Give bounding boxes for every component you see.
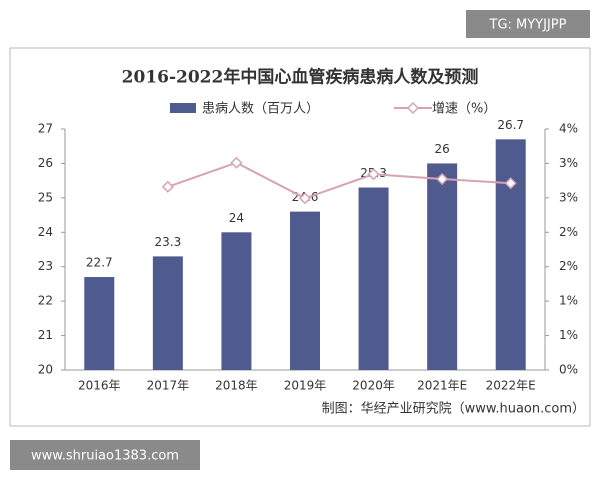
value-label: 26.7 bbox=[497, 118, 524, 132]
bar bbox=[152, 256, 183, 370]
y2-tick-label: 2% bbox=[559, 259, 578, 273]
x-tick-label: 2021年E bbox=[417, 379, 467, 393]
value-label: 26 bbox=[435, 142, 450, 156]
bar bbox=[495, 139, 526, 370]
value-label: 22.7 bbox=[86, 256, 113, 270]
overlay-text: TG: MYYJJPP bbox=[489, 18, 567, 33]
chart-title: 2016-2022年中国心血管疾病患病人数及预测 bbox=[122, 67, 479, 88]
overlay-text: www.shruiao1383.com bbox=[31, 449, 179, 464]
overlay-box bbox=[466, 10, 590, 38]
y2-tick-label: 1% bbox=[559, 328, 578, 342]
y2-tick-label: 2% bbox=[559, 225, 578, 239]
legend-label: 患病人数（百万人） bbox=[202, 102, 319, 117]
y2-tick-label: 1% bbox=[559, 294, 578, 308]
source: 制图：华经产业研究院（www.huaon.com） bbox=[322, 402, 585, 417]
overlay-box bbox=[10, 440, 200, 470]
x-tick-label: 2018年 bbox=[215, 379, 258, 393]
bar bbox=[290, 211, 320, 370]
y-tick-label: 20 bbox=[38, 363, 53, 377]
x-tick-label: 2020年 bbox=[352, 379, 395, 393]
y-tick-label: 25 bbox=[38, 190, 53, 204]
value-label: 23.3 bbox=[154, 235, 181, 249]
bar bbox=[221, 232, 252, 370]
legend-swatch bbox=[170, 103, 196, 113]
line bbox=[167, 161, 511, 200]
y-tick-label: 24 bbox=[38, 225, 53, 239]
line-marker bbox=[230, 156, 243, 169]
x-tick-label: 2017年 bbox=[147, 379, 190, 393]
line-marker bbox=[161, 180, 174, 193]
legend-swatch bbox=[406, 101, 420, 115]
y2-tick-label: 4% bbox=[559, 122, 578, 136]
x-tick-label: 2022年E bbox=[486, 379, 536, 393]
line-marker bbox=[367, 168, 380, 181]
y-tick-label: 21 bbox=[38, 328, 53, 342]
x-tick-label: 2019年 bbox=[284, 379, 327, 393]
line-marker bbox=[504, 177, 517, 190]
bar bbox=[84, 277, 115, 370]
line-marker bbox=[298, 192, 312, 205]
bar bbox=[427, 163, 458, 370]
y2-tick-label: 3% bbox=[559, 156, 578, 170]
line-marker bbox=[436, 172, 449, 186]
y2-tick-label: 3% bbox=[559, 190, 578, 204]
value-label: 24 bbox=[229, 211, 244, 225]
y-tick-label: 23 bbox=[38, 259, 53, 273]
y-tick-label: 26 bbox=[38, 156, 53, 170]
bar bbox=[358, 187, 389, 370]
y2-tick-label: 0% bbox=[559, 363, 578, 377]
y-tick-label: 22 bbox=[38, 294, 53, 308]
legend-label: 增速（%） bbox=[432, 102, 496, 117]
y-tick-label: 27 bbox=[38, 122, 53, 136]
x-tick-label: 2016年 bbox=[78, 379, 121, 393]
